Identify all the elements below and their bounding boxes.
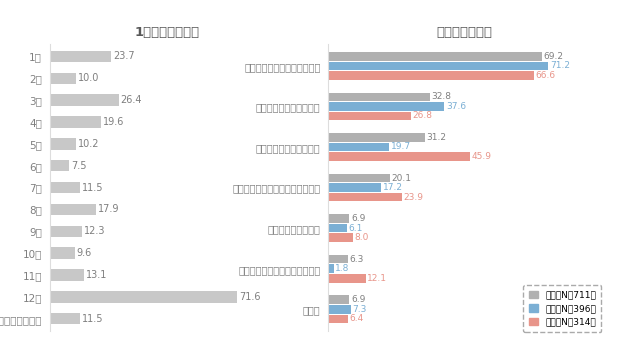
Bar (50, 226, 82, 237)
Bar (328, 193, 402, 202)
Bar (328, 112, 411, 120)
Bar (328, 214, 349, 223)
Text: 12.3: 12.3 (84, 226, 105, 236)
Text: 17.9: 17.9 (98, 204, 120, 214)
Text: 6.4: 6.4 (349, 314, 364, 323)
Bar (328, 102, 444, 111)
Bar (328, 295, 349, 304)
Text: 9.6: 9.6 (77, 248, 92, 258)
Text: 31.2: 31.2 (426, 133, 446, 142)
Text: 11.5: 11.5 (82, 182, 103, 193)
Bar (328, 255, 348, 264)
Text: 10.2: 10.2 (78, 139, 100, 149)
Text: 17.2: 17.2 (383, 183, 403, 192)
Text: 20.1: 20.1 (392, 174, 412, 182)
Bar (328, 314, 348, 323)
Text: 19.6: 19.6 (103, 117, 124, 127)
Text: 8.0: 8.0 (354, 233, 369, 242)
Bar (50, 248, 75, 259)
Bar (328, 61, 548, 70)
Text: 12.1: 12.1 (367, 274, 387, 283)
Bar (50, 138, 76, 149)
Bar (50, 51, 111, 62)
Bar (328, 92, 430, 101)
Bar (50, 269, 84, 281)
Bar (328, 71, 534, 80)
Text: 45.9: 45.9 (472, 152, 491, 161)
Text: 10.0: 10.0 (78, 73, 99, 83)
Bar (328, 143, 389, 151)
Text: 7.3: 7.3 (352, 305, 366, 314)
Text: 11.5: 11.5 (82, 314, 103, 324)
Text: 32.8: 32.8 (431, 92, 451, 101)
Text: 71.2: 71.2 (550, 61, 570, 70)
Text: 7.5: 7.5 (71, 161, 87, 171)
Bar (50, 313, 80, 324)
Bar (328, 52, 542, 61)
Bar (50, 94, 118, 106)
Text: 6.3: 6.3 (349, 255, 363, 264)
Text: 19.7: 19.7 (391, 143, 411, 151)
Bar (50, 73, 76, 84)
Bar (328, 174, 391, 182)
Text: 26.8: 26.8 (412, 112, 433, 120)
Text: 71.6: 71.6 (239, 292, 260, 302)
Bar (50, 182, 80, 193)
Text: 66.6: 66.6 (536, 71, 556, 80)
Text: 26.4: 26.4 (121, 95, 142, 105)
Text: 1.8: 1.8 (335, 264, 350, 273)
Bar (328, 152, 470, 161)
Text: 6.9: 6.9 (351, 295, 365, 304)
Bar (328, 183, 381, 192)
Bar (328, 274, 365, 283)
Bar (328, 264, 334, 273)
Bar (328, 224, 347, 233)
Text: 37.6: 37.6 (446, 102, 466, 111)
Text: 69.2: 69.2 (544, 52, 564, 61)
Text: 23.7: 23.7 (113, 51, 135, 61)
Bar (50, 160, 69, 172)
Bar (328, 233, 353, 242)
Text: 6.9: 6.9 (351, 214, 365, 223)
Bar (328, 133, 425, 142)
Text: 23.9: 23.9 (404, 193, 423, 202)
Bar (50, 116, 101, 128)
Legend: 全体（N＝711）, 男性（N＝396）, 女性（N＝314）: 全体（N＝711）, 男性（N＝396）, 女性（N＝314） (524, 285, 602, 332)
Title: 1年で忙しい時期: 1年で忙しい時期 (134, 26, 200, 39)
Bar (50, 204, 97, 215)
Text: 6.1: 6.1 (348, 224, 363, 233)
Text: 13.1: 13.1 (86, 270, 107, 280)
Title: 忙しくなる理由: 忙しくなる理由 (436, 26, 492, 39)
Bar (328, 305, 350, 314)
Bar (50, 291, 236, 302)
